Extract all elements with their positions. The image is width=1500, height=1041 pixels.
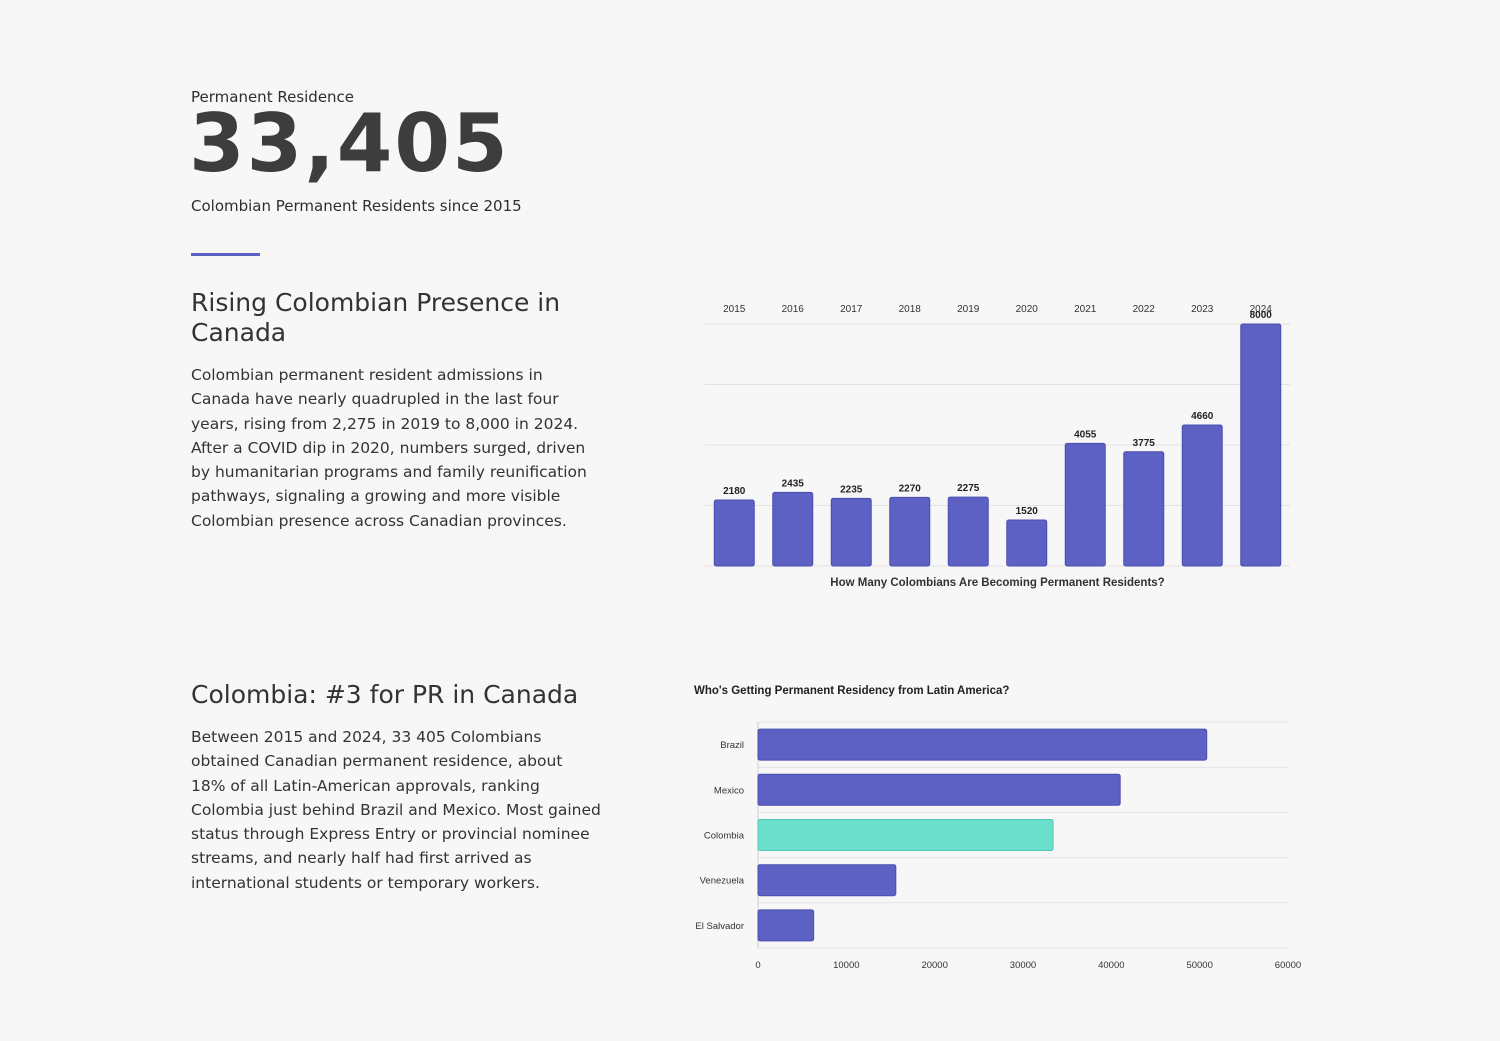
bar bbox=[1240, 323, 1282, 567]
data-label: 2180 bbox=[723, 486, 746, 497]
chart-latin-america: Who's Getting Permanent Residency from L… bbox=[694, 685, 1301, 971]
data-label: 2275 bbox=[957, 483, 980, 494]
tick-label-year: 2018 bbox=[899, 304, 922, 315]
tick-label-year: 2019 bbox=[957, 304, 980, 315]
tick-label-country: Brazil bbox=[720, 740, 744, 751]
bar bbox=[1064, 442, 1106, 567]
data-label: 2435 bbox=[782, 478, 805, 489]
bar bbox=[757, 819, 1054, 851]
bar bbox=[757, 864, 897, 897]
tick-label-year: 2021 bbox=[1074, 304, 1097, 315]
bar bbox=[947, 496, 989, 567]
bar bbox=[889, 496, 931, 567]
data-label: 1520 bbox=[1016, 506, 1039, 517]
tick-label-x: 50000 bbox=[1186, 960, 1212, 971]
tick-label-country: Colombia bbox=[704, 831, 745, 842]
tick-label-country: Mexico bbox=[714, 785, 744, 796]
section-title-rising: Rising Colombian Presence in Canada bbox=[191, 288, 561, 347]
bar bbox=[830, 497, 872, 567]
tick-label-country: El Salvador bbox=[695, 921, 744, 932]
bar bbox=[757, 909, 815, 942]
tick-label-year: 2022 bbox=[1133, 304, 1156, 315]
section-body-ranking: Between 2015 and 2024, 33 405 Colombians… bbox=[191, 728, 601, 892]
tick-label-x: 10000 bbox=[833, 960, 859, 971]
tick-label-year: 2024 bbox=[1250, 304, 1273, 315]
data-label: 3775 bbox=[1133, 438, 1156, 449]
tick-label-year: 2016 bbox=[782, 304, 805, 315]
data-label: 2235 bbox=[840, 484, 863, 495]
data-label: 2270 bbox=[899, 483, 922, 494]
bar bbox=[713, 499, 755, 567]
tick-label-x: 0 bbox=[755, 960, 760, 971]
bar bbox=[1006, 519, 1048, 567]
tick-label-x: 20000 bbox=[921, 960, 947, 971]
tick-label-x: 40000 bbox=[1098, 960, 1124, 971]
bar bbox=[1181, 424, 1223, 567]
stat-number: 33,405 bbox=[189, 97, 510, 190]
chart-yearly-admissions: 2015 2180 2016 2435 2017 2235 2018 2270 2019 2275… bbox=[705, 304, 1290, 589]
chart-title: Who's Getting Permanent Residency from L… bbox=[694, 685, 1009, 697]
data-label: 4660 bbox=[1191, 411, 1214, 422]
data-label: 8000 bbox=[1250, 310, 1273, 321]
accent-divider bbox=[191, 253, 260, 256]
bar bbox=[1123, 451, 1165, 567]
tick-label-year: 2015 bbox=[723, 304, 746, 315]
bar bbox=[757, 728, 1208, 761]
tick-label-country: Venezuela bbox=[700, 876, 745, 887]
tick-label-year: 2017 bbox=[840, 304, 863, 315]
section-body-rising: Colombian permanent resident admissions … bbox=[191, 366, 587, 530]
tick-label-year: 2020 bbox=[1016, 304, 1039, 315]
stat-caption: Colombian Permanent Residents since 2015 bbox=[191, 197, 522, 215]
bar bbox=[772, 491, 814, 567]
stat-label: Permanent Residence bbox=[191, 88, 355, 106]
section-title-ranking: Colombia: #3 for PR in Canada bbox=[191, 680, 579, 709]
data-label: 4055 bbox=[1074, 429, 1097, 440]
chart-title: How Many Colombians Are Becoming Permane… bbox=[830, 577, 1164, 589]
tick-label-x: 30000 bbox=[1010, 960, 1036, 971]
tick-label-x: 60000 bbox=[1275, 960, 1301, 971]
bar bbox=[757, 773, 1121, 806]
tick-label-year: 2023 bbox=[1191, 304, 1214, 315]
